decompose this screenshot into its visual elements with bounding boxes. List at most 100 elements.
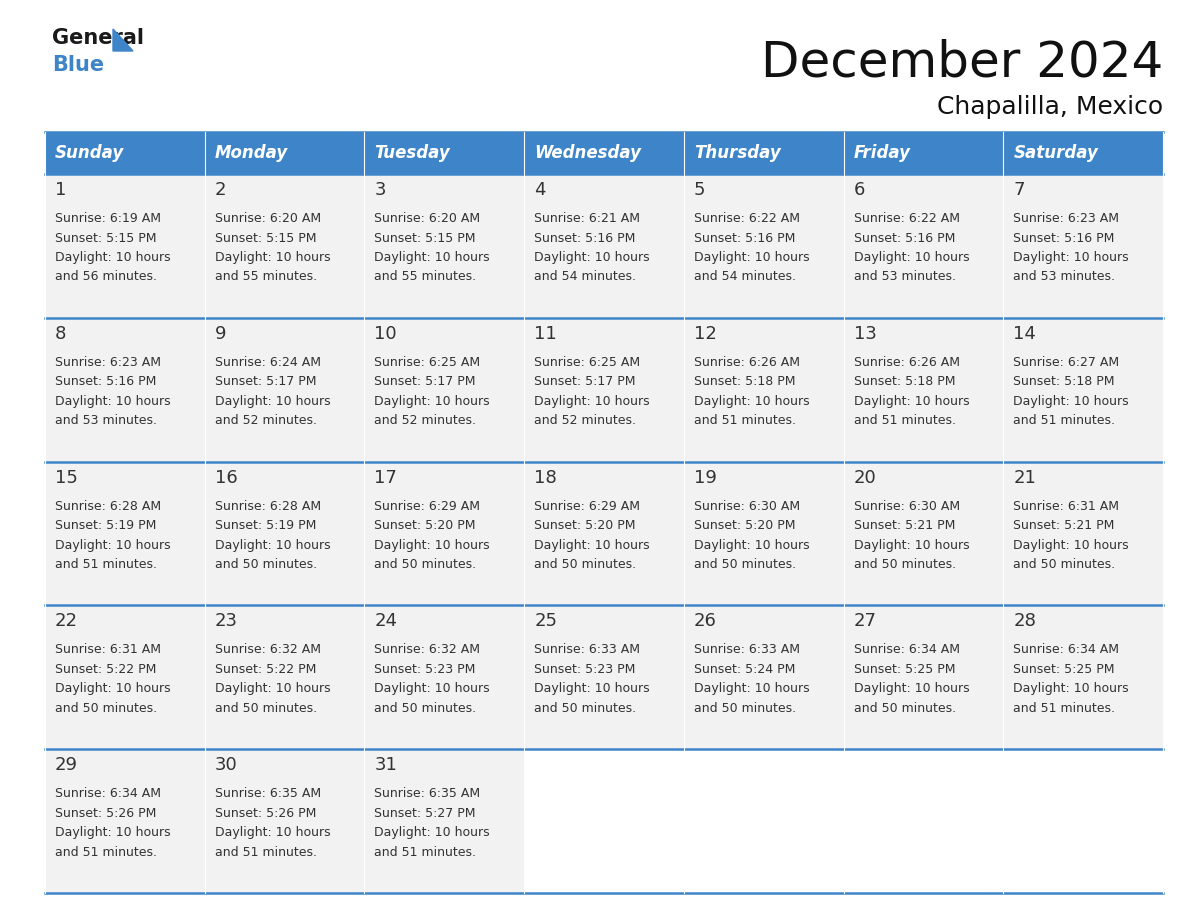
Text: Daylight: 10 hours: Daylight: 10 hours (853, 682, 969, 696)
Text: Sunrise: 6:34 AM: Sunrise: 6:34 AM (55, 788, 162, 800)
Text: 24: 24 (374, 612, 398, 631)
Text: Sunrise: 6:30 AM: Sunrise: 6:30 AM (694, 499, 800, 512)
Text: and 56 minutes.: and 56 minutes. (55, 271, 157, 284)
Bar (45, 605, 204, 749)
Text: Sunset: 5:16 PM: Sunset: 5:16 PM (1013, 231, 1114, 244)
Bar (524, 318, 684, 462)
Text: Sunrise: 6:33 AM: Sunrise: 6:33 AM (535, 644, 640, 656)
Bar (45, 462, 204, 605)
Text: Sunrise: 6:32 AM: Sunrise: 6:32 AM (215, 644, 321, 656)
Text: Sunrise: 6:31 AM: Sunrise: 6:31 AM (1013, 499, 1119, 512)
Text: Sunrise: 6:27 AM: Sunrise: 6:27 AM (1013, 356, 1119, 369)
Text: and 52 minutes.: and 52 minutes. (215, 414, 317, 427)
Text: 26: 26 (694, 612, 716, 631)
Text: Sunrise: 6:26 AM: Sunrise: 6:26 AM (853, 356, 960, 369)
Bar (1004, 174, 1163, 318)
Text: and 51 minutes.: and 51 minutes. (853, 414, 955, 427)
Bar (843, 605, 1004, 749)
Text: and 51 minutes.: and 51 minutes. (374, 845, 476, 858)
Text: Sunset: 5:15 PM: Sunset: 5:15 PM (374, 231, 476, 244)
Text: 22: 22 (55, 612, 78, 631)
Text: Sunset: 5:17 PM: Sunset: 5:17 PM (215, 375, 316, 388)
Text: Sunrise: 6:24 AM: Sunrise: 6:24 AM (215, 356, 321, 369)
Text: Daylight: 10 hours: Daylight: 10 hours (853, 395, 969, 408)
Bar (684, 462, 843, 605)
Text: Sunset: 5:20 PM: Sunset: 5:20 PM (374, 519, 476, 532)
Text: Sunrise: 6:20 AM: Sunrise: 6:20 AM (374, 212, 481, 225)
Text: Daylight: 10 hours: Daylight: 10 hours (853, 539, 969, 552)
Text: 27: 27 (853, 612, 877, 631)
Text: Sunrise: 6:22 AM: Sunrise: 6:22 AM (694, 212, 800, 225)
Bar (365, 749, 524, 893)
Text: and 54 minutes.: and 54 minutes. (694, 271, 796, 284)
Text: and 50 minutes.: and 50 minutes. (694, 558, 796, 571)
Text: and 54 minutes.: and 54 minutes. (535, 271, 636, 284)
Text: 15: 15 (55, 468, 78, 487)
Text: Sunset: 5:26 PM: Sunset: 5:26 PM (55, 807, 157, 820)
Text: Sunrise: 6:34 AM: Sunrise: 6:34 AM (1013, 644, 1119, 656)
Bar (524, 132, 684, 174)
Text: Sunrise: 6:23 AM: Sunrise: 6:23 AM (55, 356, 162, 369)
Text: Daylight: 10 hours: Daylight: 10 hours (694, 251, 809, 264)
Text: and 51 minutes.: and 51 minutes. (55, 845, 157, 858)
Text: Sunset: 5:27 PM: Sunset: 5:27 PM (374, 807, 476, 820)
Bar (524, 462, 684, 605)
Text: and 50 minutes.: and 50 minutes. (853, 558, 955, 571)
Text: Sunset: 5:17 PM: Sunset: 5:17 PM (535, 375, 636, 388)
Text: and 55 minutes.: and 55 minutes. (215, 271, 317, 284)
Text: Sunset: 5:18 PM: Sunset: 5:18 PM (1013, 375, 1114, 388)
Text: Daylight: 10 hours: Daylight: 10 hours (215, 251, 330, 264)
Text: and 50 minutes.: and 50 minutes. (215, 558, 317, 571)
Text: Daylight: 10 hours: Daylight: 10 hours (1013, 251, 1129, 264)
Text: Sunset: 5:21 PM: Sunset: 5:21 PM (853, 519, 955, 532)
Text: and 50 minutes.: and 50 minutes. (1013, 558, 1116, 571)
Text: Sunset: 5:24 PM: Sunset: 5:24 PM (694, 663, 795, 676)
Text: Sunrise: 6:34 AM: Sunrise: 6:34 AM (853, 644, 960, 656)
Text: Sunset: 5:16 PM: Sunset: 5:16 PM (535, 231, 636, 244)
Text: 12: 12 (694, 325, 716, 342)
Text: Sunset: 5:16 PM: Sunset: 5:16 PM (853, 231, 955, 244)
Text: Blue: Blue (52, 55, 105, 75)
Bar (365, 132, 524, 174)
Bar (843, 132, 1004, 174)
Text: 31: 31 (374, 756, 397, 774)
Text: 5: 5 (694, 181, 706, 199)
Text: and 52 minutes.: and 52 minutes. (374, 414, 476, 427)
Text: Daylight: 10 hours: Daylight: 10 hours (535, 251, 650, 264)
Text: Daylight: 10 hours: Daylight: 10 hours (694, 395, 809, 408)
Text: Daylight: 10 hours: Daylight: 10 hours (215, 395, 330, 408)
Text: Daylight: 10 hours: Daylight: 10 hours (215, 682, 330, 696)
Text: Daylight: 10 hours: Daylight: 10 hours (853, 251, 969, 264)
Bar (843, 174, 1004, 318)
Text: December 2024: December 2024 (760, 38, 1163, 86)
Bar (1004, 462, 1163, 605)
Text: Daylight: 10 hours: Daylight: 10 hours (1013, 539, 1129, 552)
Bar (204, 318, 365, 462)
Text: 11: 11 (535, 325, 557, 342)
Text: 8: 8 (55, 325, 67, 342)
Text: Monday: Monday (215, 144, 287, 162)
Text: Sunrise: 6:29 AM: Sunrise: 6:29 AM (535, 499, 640, 512)
Text: and 50 minutes.: and 50 minutes. (374, 558, 476, 571)
Text: and 52 minutes.: and 52 minutes. (535, 414, 636, 427)
Bar (684, 605, 843, 749)
Bar (843, 318, 1004, 462)
Text: and 51 minutes.: and 51 minutes. (1013, 702, 1116, 715)
Text: Sunset: 5:15 PM: Sunset: 5:15 PM (55, 231, 157, 244)
Text: and 53 minutes.: and 53 minutes. (1013, 271, 1116, 284)
Text: and 50 minutes.: and 50 minutes. (535, 558, 637, 571)
Text: Sunset: 5:23 PM: Sunset: 5:23 PM (374, 663, 476, 676)
Text: 3: 3 (374, 181, 386, 199)
Text: Daylight: 10 hours: Daylight: 10 hours (374, 826, 491, 839)
Text: and 50 minutes.: and 50 minutes. (55, 702, 157, 715)
Bar (1004, 318, 1163, 462)
Text: Sunrise: 6:28 AM: Sunrise: 6:28 AM (55, 499, 162, 512)
Text: 16: 16 (215, 468, 238, 487)
Bar (45, 318, 204, 462)
Text: Sunset: 5:18 PM: Sunset: 5:18 PM (853, 375, 955, 388)
Text: Saturday: Saturday (1013, 144, 1098, 162)
Text: Sunset: 5:15 PM: Sunset: 5:15 PM (215, 231, 316, 244)
Bar (684, 318, 843, 462)
Text: Daylight: 10 hours: Daylight: 10 hours (1013, 682, 1129, 696)
Text: Sunset: 5:25 PM: Sunset: 5:25 PM (853, 663, 955, 676)
